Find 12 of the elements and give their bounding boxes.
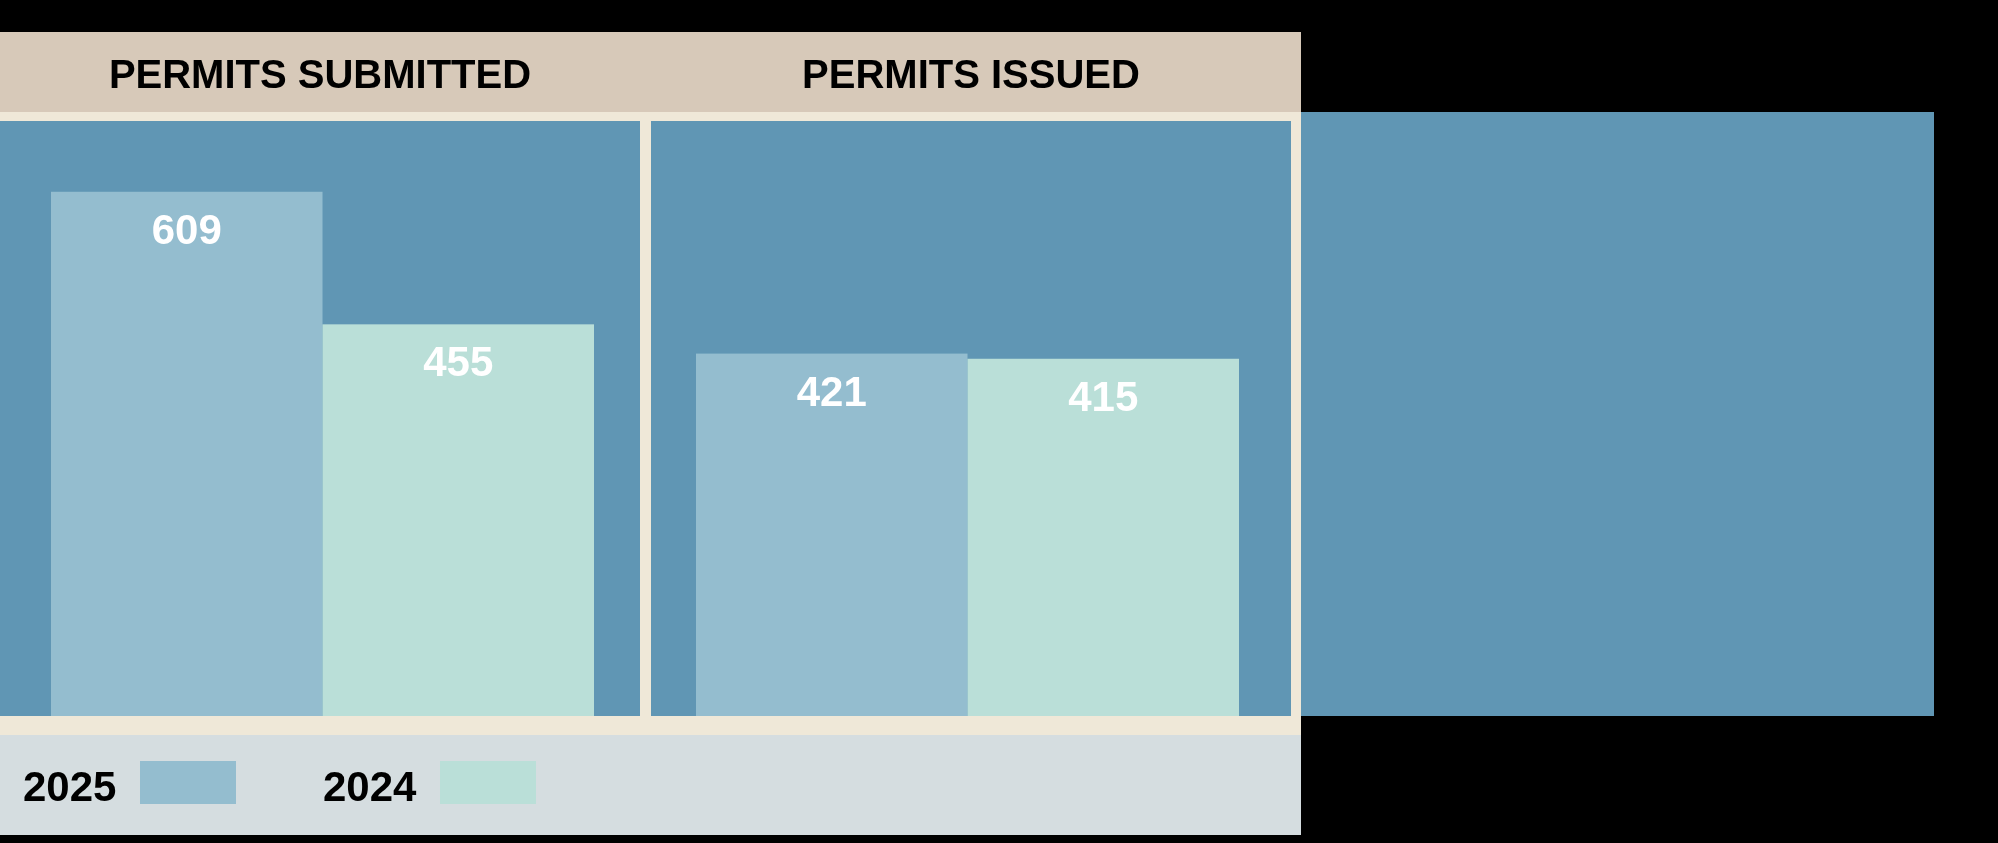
bar — [51, 191, 323, 716]
bar — [967, 358, 1239, 716]
bar — [322, 324, 594, 716]
legend-label: 2025 — [23, 763, 117, 810]
data-label: 421 — [796, 367, 867, 415]
data-label: 609 — [151, 205, 222, 253]
x-tick-label: PERMITS ISSUED — [802, 52, 1140, 96]
data-label: 455 — [423, 338, 494, 386]
legend-label: 2024 — [323, 763, 418, 810]
bar — [696, 353, 968, 716]
x-tick-label: PERMITS SUBMITTED — [108, 52, 532, 96]
data-label: 415 — [1068, 372, 1139, 420]
